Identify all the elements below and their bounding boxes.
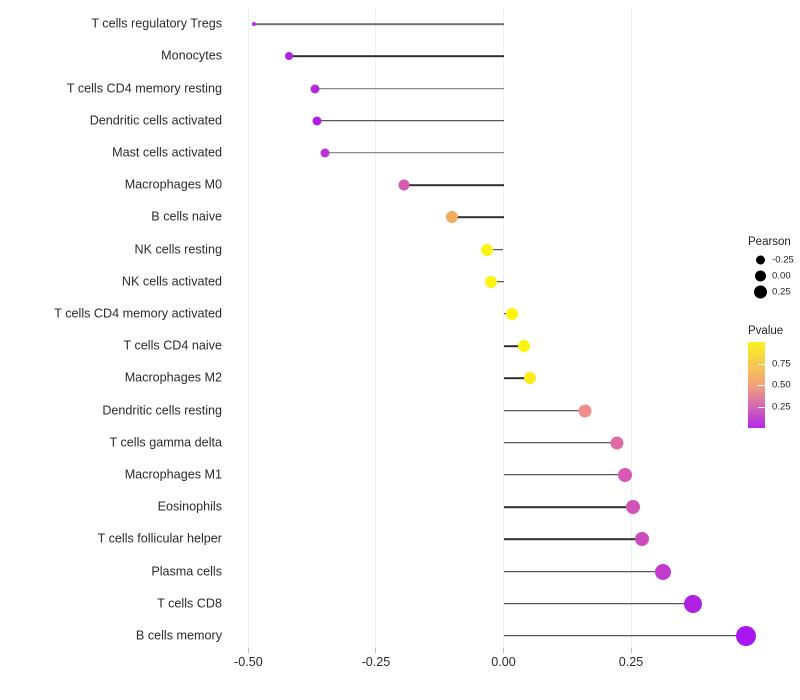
y-axis-tick-label: Dendritic cells activated: [89, 113, 222, 128]
lollipop-stem: [503, 441, 617, 444]
lollipop-point[interactable]: [320, 148, 330, 158]
lollipop-point[interactable]: [610, 436, 624, 450]
colorbar-tick: [758, 406, 765, 408]
gridline: [247, 8, 249, 652]
lollipop-stem: [503, 409, 586, 412]
gridline: [630, 8, 632, 652]
size-legend: Pearson -0.25 0.00 0.25: [748, 236, 794, 300]
lollipop-stem: [452, 216, 504, 219]
lollipop-point[interactable]: [446, 211, 459, 224]
size-legend-dot: [754, 270, 766, 282]
lollipop-point[interactable]: [312, 116, 322, 126]
lollipop-stem: [503, 506, 634, 508]
y-axis-tick-label: T cells CD4 memory activated: [54, 306, 222, 321]
x-tick-label: 0.25: [618, 655, 644, 669]
lollipop-stem: [317, 119, 504, 122]
color-legend-bar: 0.75 0.50 0.25: [748, 342, 791, 430]
y-axis-labels: T cells regulatory Tregs Monocytes T cells…: [0, 8, 222, 652]
colorbar-tick-label: 0.75: [772, 358, 791, 369]
size-legend-label: 0.00: [772, 270, 791, 282]
lollipop-point[interactable]: [578, 404, 592, 417]
lollipop-point[interactable]: [251, 22, 256, 27]
lollipop-point[interactable]: [634, 532, 649, 547]
lollipop-point[interactable]: [524, 372, 537, 385]
lollipop-stem: [503, 474, 626, 476]
lollipop-stem: [404, 184, 504, 186]
y-axis-tick-label: T cells gamma delta: [109, 435, 222, 450]
lollipop-stem: [324, 152, 504, 154]
colorbar-tick: [758, 363, 765, 365]
size-legend-items: -0.25 0.00 0.25: [748, 252, 794, 300]
colorbar-tick: [758, 385, 765, 386]
size-legend-item: 0.00: [748, 268, 791, 284]
lollipop-point[interactable]: [518, 340, 531, 353]
size-legend-label: -0.25: [772, 254, 794, 266]
size-legend-label: 0.25: [772, 286, 791, 298]
size-legend-dot: [753, 285, 767, 299]
x-tick-label: -0.25: [361, 655, 391, 669]
size-legend-item: 0.25: [748, 284, 791, 300]
x-tick-mark: [375, 648, 377, 653]
lollipop-point[interactable]: [626, 500, 641, 515]
y-axis-tick-label: T cells CD4 naive: [123, 338, 222, 353]
colorbar-tick-label: 0.25: [772, 401, 791, 412]
lollipop-point[interactable]: [683, 594, 702, 613]
size-legend-dot: [755, 255, 765, 265]
lollipop-stem: [487, 248, 504, 251]
y-axis-tick-label: Dendritic cells resting: [102, 403, 222, 418]
lollipop-stem: [503, 602, 693, 605]
x-tick-mark: [247, 648, 249, 653]
y-axis-tick-label: Eosinophils: [157, 499, 222, 514]
lollipop-stem: [503, 570, 663, 573]
color-legend-title: Pvalue: [748, 325, 784, 337]
y-axis-tick-label: Macrophages M1: [124, 467, 222, 482]
gridline: [375, 8, 377, 652]
size-legend-item: -0.25: [748, 252, 794, 268]
lollipop-stem: [503, 538, 642, 541]
lollipop-stem: [503, 377, 531, 380]
lollipop-point[interactable]: [735, 625, 756, 646]
y-axis-tick-label: Monocytes: [161, 49, 222, 63]
lollipop-point[interactable]: [654, 563, 671, 580]
x-tick-label: -0.50: [234, 655, 263, 669]
lollipop-stem: [490, 280, 504, 283]
lollipop-point[interactable]: [484, 275, 497, 288]
plot-panel: [228, 8, 756, 652]
lollipop-point[interactable]: [506, 307, 519, 320]
y-axis-tick-label: Macrophages M0: [124, 177, 222, 192]
y-axis-tick-label: NK cells resting: [134, 242, 223, 257]
lollipop-stem: [314, 87, 504, 90]
colorbar-tick-label: 0.50: [772, 379, 791, 391]
x-tick-mark: [630, 648, 632, 653]
x-tick-label: 0.00: [491, 655, 516, 669]
lollipop-stem: [503, 635, 746, 637]
lollipop-point[interactable]: [310, 84, 320, 93]
lollipop-point[interactable]: [618, 467, 633, 482]
gridline: [503, 8, 504, 652]
lollipop-point[interactable]: [481, 243, 494, 256]
y-axis-tick-label: T cells CD8: [157, 596, 222, 611]
color-legend: Pvalue 0.75 0.50 0.25: [748, 325, 791, 430]
y-axis-tick-label: Macrophages M2: [124, 371, 222, 385]
x-tick-mark: [503, 648, 504, 653]
y-axis-tick-label: B cells naive: [151, 210, 222, 224]
lollipop-stem: [503, 345, 525, 347]
y-axis-tick-label: B cells memory: [135, 628, 222, 643]
y-axis-tick-label: T cells CD4 memory resting: [66, 81, 222, 96]
size-legend-title: Pearson: [748, 236, 791, 248]
lollipop-point[interactable]: [398, 179, 410, 191]
y-axis-tick-label: Plasma cells: [151, 564, 222, 579]
y-axis-tick-label: T cells follicular helper: [97, 532, 222, 546]
y-axis-tick-label: NK cells activated: [121, 274, 222, 289]
lollipop-stem: [289, 55, 504, 58]
lollipop-point[interactable]: [285, 52, 294, 61]
lollipop-stem: [253, 23, 504, 25]
y-axis-tick-label: Mast cells activated: [112, 145, 222, 160]
y-axis-tick-label: T cells regulatory Tregs: [91, 16, 222, 31]
